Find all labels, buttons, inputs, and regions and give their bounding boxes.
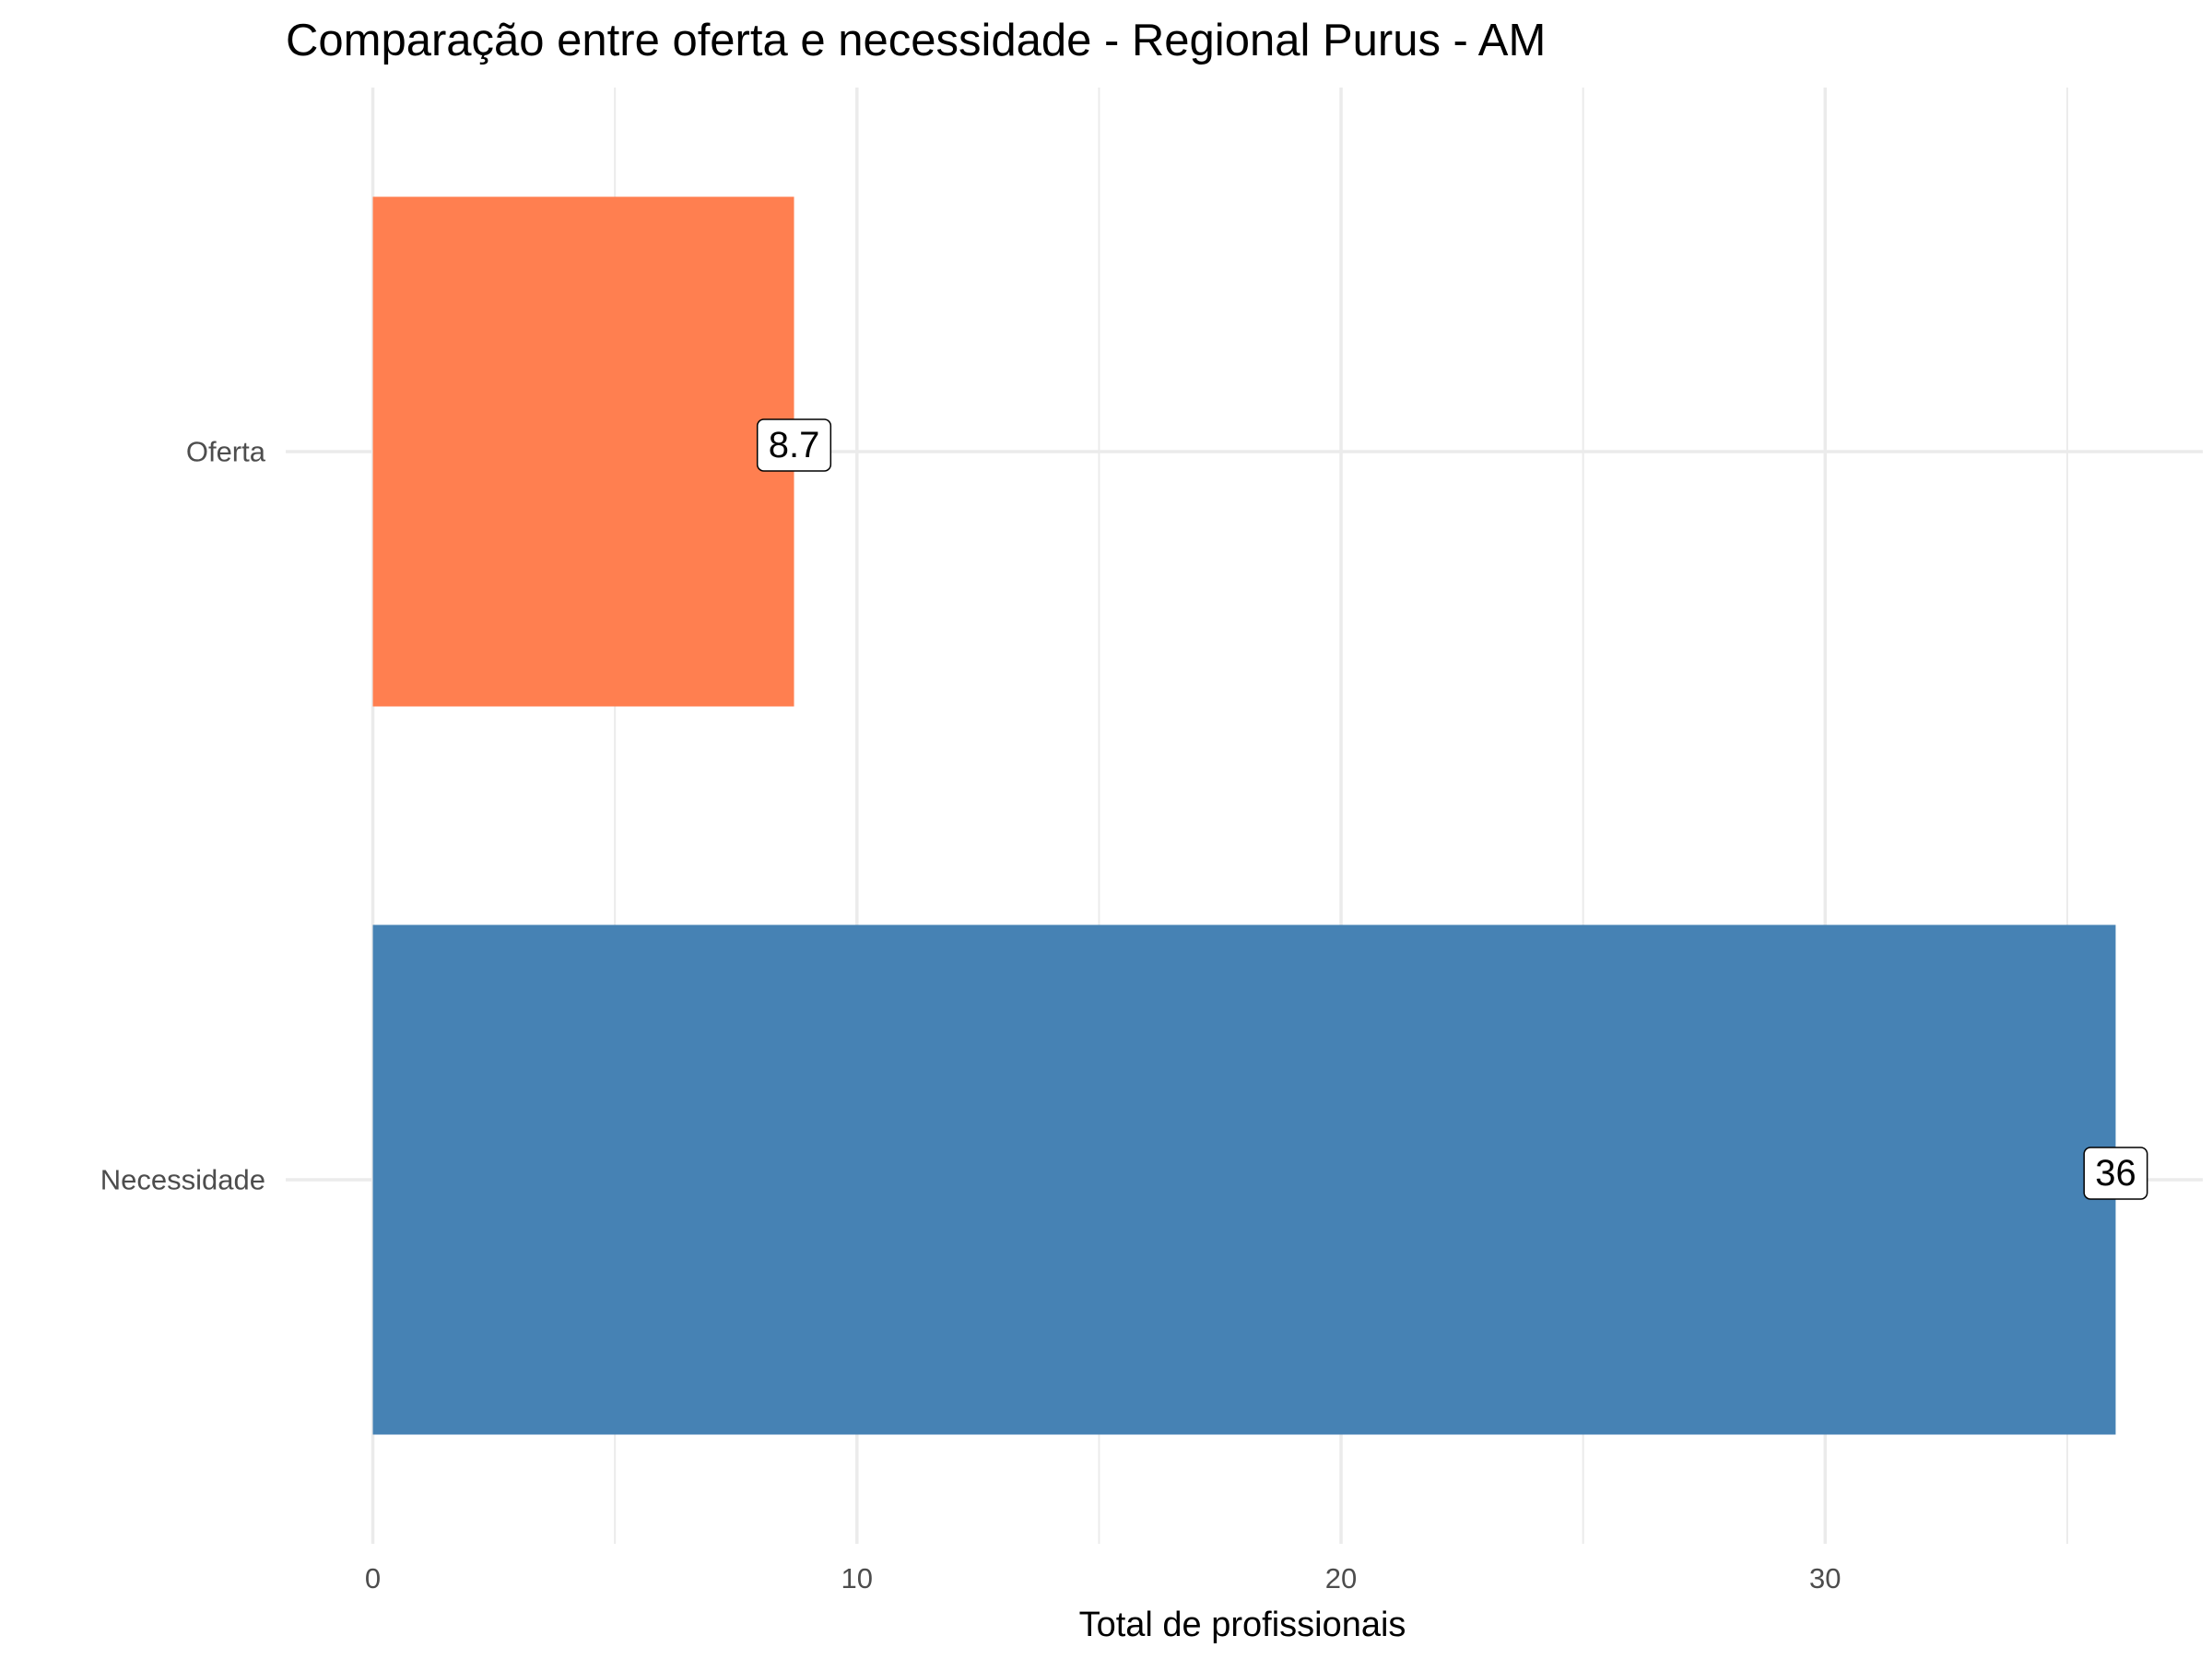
bar-necessidade — [372, 924, 2116, 1435]
data-label-oferta: 8.7 — [756, 418, 832, 472]
data-label-necessidade: 36 — [2083, 1147, 2148, 1200]
x-tick-label: 30 — [1809, 1562, 1841, 1594]
x-axis-ticks: 0 10 20 30 — [365, 1562, 1841, 1594]
x-axis-title: Total de profissionais — [1079, 1606, 1406, 1644]
y-tick-label: Necessidade — [100, 1164, 265, 1196]
x-tick-label: 20 — [1325, 1562, 1357, 1594]
y-tick-label: Oferta — [186, 436, 266, 468]
data-label-text: 36 — [2095, 1153, 2136, 1194]
bar-oferta — [372, 196, 794, 707]
data-label-box — [2083, 1147, 2148, 1200]
bars — [372, 196, 2116, 1435]
data-labels: 8.7 36 — [756, 418, 2148, 1200]
data-label-text: 8.7 — [769, 425, 820, 465]
y-axis-ticks: Oferta Necessidade — [100, 436, 266, 1196]
chart-title: Comparação entre oferta e necessidade - … — [286, 16, 1546, 65]
data-label-box — [756, 418, 832, 472]
x-tick-label: 10 — [841, 1562, 873, 1594]
x-tick-label: 0 — [365, 1562, 381, 1594]
